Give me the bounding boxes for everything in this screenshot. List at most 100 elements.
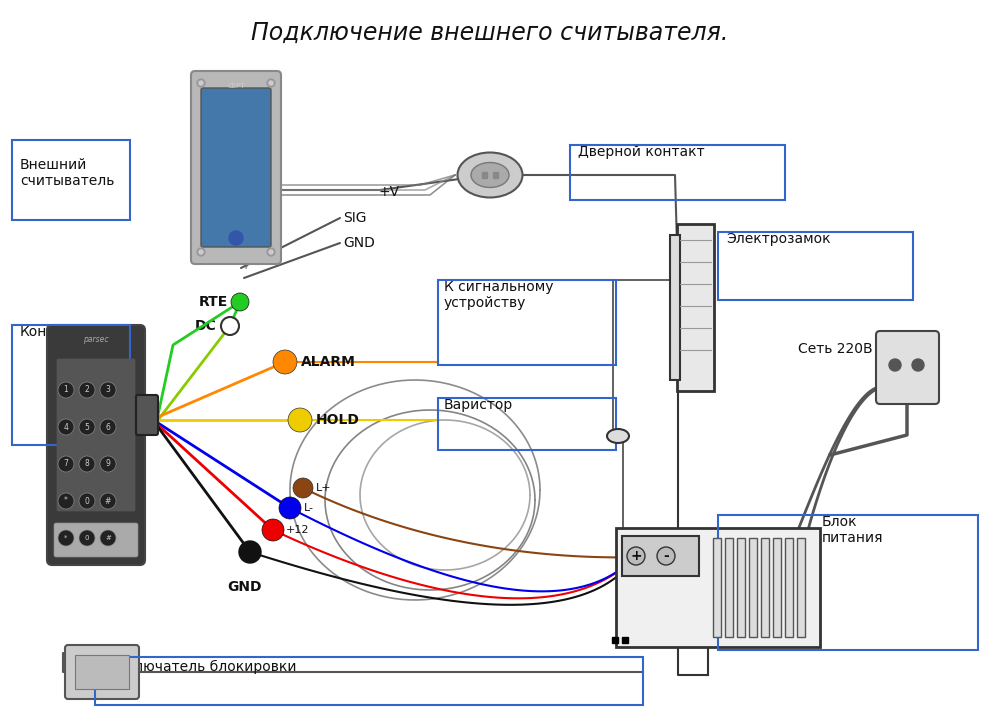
Bar bbox=[718, 232, 913, 300]
Text: 1: 1 bbox=[64, 386, 69, 394]
Circle shape bbox=[288, 408, 312, 432]
Text: 4: 4 bbox=[64, 422, 69, 432]
Circle shape bbox=[269, 250, 273, 254]
Text: Выключатель блокировки: Выключатель блокировки bbox=[105, 660, 296, 674]
Circle shape bbox=[231, 293, 249, 311]
Bar bbox=[12, 325, 130, 445]
Circle shape bbox=[199, 250, 203, 254]
Circle shape bbox=[199, 81, 203, 85]
Ellipse shape bbox=[607, 429, 629, 443]
Circle shape bbox=[58, 493, 74, 509]
Ellipse shape bbox=[471, 162, 509, 187]
Text: DC: DC bbox=[195, 319, 216, 333]
Circle shape bbox=[889, 359, 901, 371]
FancyBboxPatch shape bbox=[47, 325, 145, 565]
FancyBboxPatch shape bbox=[616, 528, 820, 647]
Circle shape bbox=[657, 547, 675, 565]
Bar bbox=[718, 515, 978, 650]
Circle shape bbox=[58, 382, 74, 398]
Text: Варистор: Варистор bbox=[444, 398, 513, 412]
Bar bbox=[725, 538, 733, 637]
Circle shape bbox=[58, 530, 74, 546]
Bar bbox=[737, 538, 745, 637]
Text: 0: 0 bbox=[85, 497, 90, 505]
Text: #: # bbox=[105, 497, 111, 505]
Ellipse shape bbox=[458, 152, 522, 197]
Circle shape bbox=[279, 497, 301, 519]
Text: 2: 2 bbox=[85, 386, 90, 394]
Text: -: - bbox=[663, 549, 669, 563]
Text: Подключение внешнего считывателя.: Подключение внешнего считывателя. bbox=[251, 21, 729, 45]
Bar bbox=[438, 398, 616, 450]
Bar bbox=[12, 140, 130, 220]
FancyBboxPatch shape bbox=[136, 395, 158, 435]
Text: *: * bbox=[65, 497, 68, 505]
Bar bbox=[670, 235, 680, 380]
Circle shape bbox=[100, 382, 116, 398]
Bar bbox=[713, 538, 721, 637]
Text: GND: GND bbox=[343, 236, 375, 250]
FancyBboxPatch shape bbox=[191, 71, 281, 264]
Text: *: * bbox=[65, 535, 68, 541]
Circle shape bbox=[197, 79, 205, 87]
Text: +12: +12 bbox=[286, 525, 309, 535]
Text: 7: 7 bbox=[64, 460, 69, 469]
Circle shape bbox=[79, 530, 95, 546]
Bar bbox=[749, 538, 757, 637]
Circle shape bbox=[262, 519, 284, 541]
FancyBboxPatch shape bbox=[57, 359, 135, 511]
Text: Сеть 220В: Сеть 220В bbox=[798, 342, 873, 356]
Circle shape bbox=[197, 248, 205, 256]
Text: К сигнальному
устройству: К сигнальному устройству bbox=[444, 280, 553, 310]
Circle shape bbox=[79, 419, 95, 435]
Text: 5: 5 bbox=[85, 422, 90, 432]
Text: CЕРТ: CЕРТ bbox=[227, 83, 245, 89]
Circle shape bbox=[239, 541, 261, 563]
Bar bbox=[482, 172, 487, 178]
Bar bbox=[761, 538, 769, 637]
Text: 6: 6 bbox=[106, 422, 111, 432]
Bar bbox=[785, 538, 793, 637]
Bar bbox=[570, 145, 785, 200]
Text: 0: 0 bbox=[85, 535, 90, 541]
Text: Контроллер: Контроллер bbox=[20, 325, 108, 339]
Circle shape bbox=[267, 79, 275, 87]
Circle shape bbox=[58, 419, 74, 435]
Text: 9: 9 bbox=[106, 460, 111, 469]
FancyBboxPatch shape bbox=[201, 88, 271, 247]
Text: Электрозамок: Электрозамок bbox=[726, 232, 831, 246]
Text: Дверной контакт: Дверной контакт bbox=[578, 145, 705, 159]
Circle shape bbox=[229, 231, 243, 245]
FancyBboxPatch shape bbox=[677, 224, 714, 391]
Bar bbox=[95, 657, 643, 705]
Text: 3: 3 bbox=[106, 386, 111, 394]
Bar bbox=[493, 172, 498, 178]
Text: #: # bbox=[105, 535, 111, 541]
Bar bbox=[773, 538, 781, 637]
Circle shape bbox=[912, 359, 924, 371]
FancyBboxPatch shape bbox=[876, 331, 939, 404]
Circle shape bbox=[273, 350, 297, 374]
Text: L+: L+ bbox=[316, 483, 332, 493]
Text: GND: GND bbox=[228, 580, 262, 594]
Text: 8: 8 bbox=[85, 460, 90, 469]
Circle shape bbox=[267, 248, 275, 256]
Circle shape bbox=[58, 456, 74, 472]
Bar bbox=[797, 538, 805, 637]
Circle shape bbox=[627, 547, 645, 565]
Text: Внешний
считыватель: Внешний считыватель bbox=[20, 158, 114, 188]
Circle shape bbox=[79, 493, 95, 509]
Text: HOLD: HOLD bbox=[316, 413, 360, 427]
Circle shape bbox=[100, 530, 116, 546]
Text: Блок
питания: Блок питания bbox=[822, 515, 883, 545]
Text: L-: L- bbox=[304, 503, 314, 513]
Bar bbox=[438, 280, 616, 365]
Text: SIG: SIG bbox=[343, 211, 367, 225]
Circle shape bbox=[100, 493, 116, 509]
Text: +V: +V bbox=[378, 185, 399, 199]
Circle shape bbox=[79, 456, 95, 472]
FancyBboxPatch shape bbox=[75, 655, 129, 689]
Text: RTE: RTE bbox=[199, 295, 228, 309]
FancyBboxPatch shape bbox=[54, 523, 138, 557]
FancyBboxPatch shape bbox=[65, 645, 139, 699]
